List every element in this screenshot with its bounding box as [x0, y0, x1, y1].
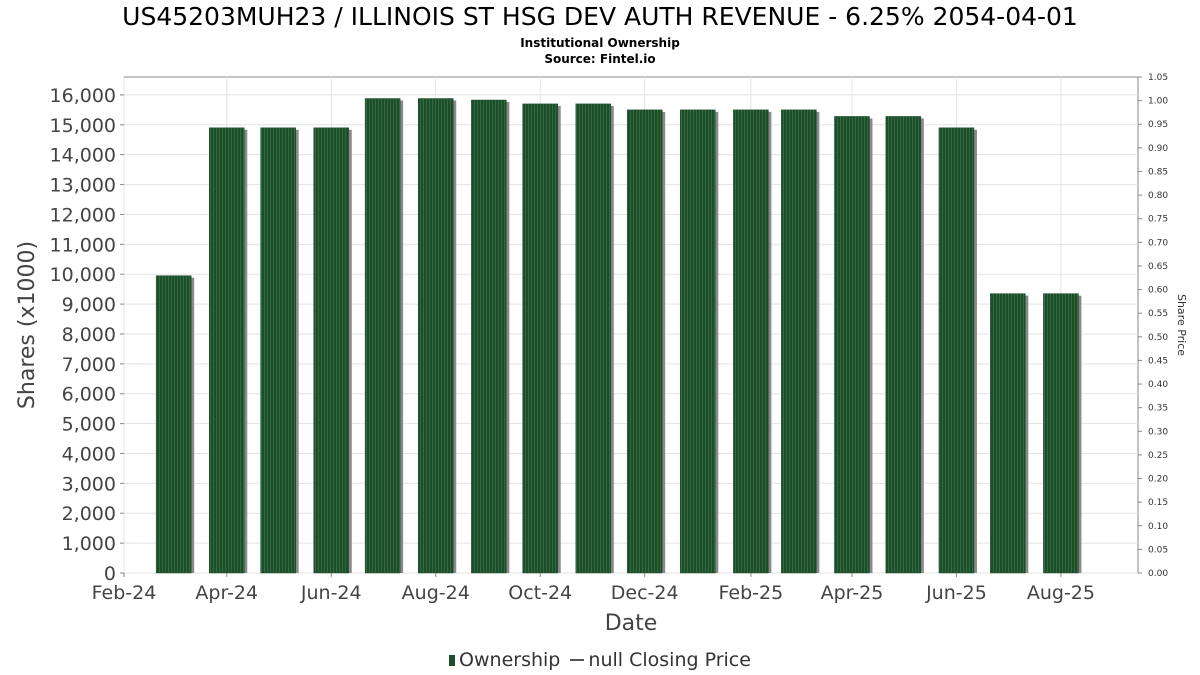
ownership-bar — [260, 127, 296, 574]
y2-tick-label: 0.95 — [1148, 120, 1168, 130]
y-tick-label: 4,000 — [62, 443, 116, 465]
x-tick-label: Feb-24 — [92, 582, 157, 604]
ownership-swatch-icon — [449, 654, 456, 666]
x-axis-title: Date — [605, 611, 658, 636]
y2-tick-label: 0.75 — [1148, 215, 1168, 225]
y2-tick-label: 0.15 — [1148, 498, 1168, 508]
legend: Ownership null Closing Price — [0, 648, 1200, 671]
y2-tick-label: 1.05 — [1148, 73, 1168, 83]
legend-label-ownership: Ownership — [459, 648, 561, 671]
y-tick-label: 0 — [104, 563, 116, 585]
price-line-swatch-icon — [570, 659, 585, 661]
y-tick-label: 5,000 — [62, 414, 116, 436]
legend-item-price: null Closing Price — [566, 649, 751, 671]
ownership-bar — [417, 98, 454, 574]
legend-label-price: null Closing Price — [588, 648, 751, 671]
ownership-bar — [626, 109, 663, 574]
y-tick-label: 7,000 — [62, 354, 116, 376]
y2-tick-label: 0.50 — [1148, 333, 1168, 343]
x-tick-label: Apr-25 — [821, 582, 884, 604]
ownership-bar — [155, 275, 192, 574]
ownership-bar — [990, 293, 1026, 574]
ownership-bar — [885, 116, 922, 574]
x-tick-label: Feb-25 — [719, 582, 784, 604]
y-axis-left: 0 1,000 2,000 3,000 4,000 5,000 6,000 7,000 8,00… — [50, 85, 124, 585]
y2-tick-label: 0.05 — [1148, 545, 1168, 555]
x-tick-label: Oct-24 — [508, 582, 572, 604]
y-tick-label: 6,000 — [62, 384, 116, 406]
y-tick-label: 16,000 — [50, 85, 116, 107]
y2-tick-label: 1.00 — [1148, 97, 1168, 107]
y-axis-title: Shares (x1000) — [15, 241, 40, 409]
ownership-bar — [209, 127, 245, 574]
y2-tick-label: 0.35 — [1148, 404, 1168, 414]
ownership-bar — [781, 109, 817, 574]
chart-title: US45203MUH23 / ILLINOIS ST HSG DEV AUTH … — [122, 2, 1078, 31]
y2-axis-title: Share Price — [1175, 294, 1188, 356]
y-tick-label: 15,000 — [50, 115, 116, 137]
bar-series-ownership — [155, 98, 1082, 574]
y2-tick-label: 0.55 — [1148, 309, 1168, 319]
y-tick-label: 11,000 — [50, 234, 116, 256]
y2-tick-label: 0.00 — [1148, 569, 1168, 579]
ownership-bar — [471, 99, 507, 574]
ownership-bar — [313, 127, 350, 574]
y2-tick-label: 0.85 — [1148, 167, 1168, 177]
ownership-bar — [938, 127, 975, 574]
y2-tick-label: 0.25 — [1148, 451, 1168, 461]
y2-tick-label: 0.90 — [1148, 144, 1168, 154]
chart-subtitle: Institutional Ownership — [520, 36, 680, 50]
x-tick-label: Aug-24 — [402, 582, 470, 604]
y2-tick-label: 0.70 — [1148, 238, 1168, 248]
y-tick-label: 13,000 — [50, 175, 116, 197]
y2-tick-label: 0.40 — [1148, 380, 1168, 390]
x-tick-label: Dec-24 — [611, 582, 679, 604]
chart-source: Source: Fintel.io — [544, 52, 656, 66]
y2-tick-label: 0.45 — [1148, 356, 1168, 366]
ownership-bar — [522, 103, 558, 574]
ownership-bar — [680, 109, 716, 574]
y-tick-label: 2,000 — [62, 503, 116, 525]
x-tick-label: Aug-25 — [1027, 582, 1095, 604]
x-tick-label: Jun-25 — [925, 582, 987, 604]
y-tick-label: 9,000 — [62, 294, 116, 316]
x-axis: Feb-24 Apr-24 Jun-24 Aug-24 Oct-24 Dec-24 Feb-… — [92, 573, 1095, 604]
y2-tick-label: 0.20 — [1148, 475, 1168, 485]
y-tick-label: 8,000 — [62, 324, 116, 346]
y2-tick-label: 0.80 — [1148, 191, 1168, 201]
y-axis-right: 0.00 0.05 0.10 0.15 0.20 0.25 0.30 0.35 0.40 0.45… — [1138, 73, 1168, 579]
x-tick-label: Apr-24 — [195, 582, 258, 604]
ownership-bar — [575, 103, 612, 574]
ownership-bar — [834, 116, 870, 574]
legend-item-ownership: Ownership — [449, 649, 560, 671]
ownership-bar — [1043, 293, 1079, 574]
y2-tick-label: 0.65 — [1148, 262, 1168, 272]
y-tick-label: 3,000 — [62, 473, 116, 495]
ownership-bar — [733, 109, 769, 574]
ownership-bar — [364, 98, 401, 574]
x-tick-label: Jun-24 — [300, 582, 362, 604]
y2-tick-label: 0.10 — [1148, 522, 1168, 532]
y-tick-label: 10,000 — [50, 264, 116, 286]
y-tick-label: 14,000 — [50, 145, 116, 167]
y2-tick-label: 0.30 — [1148, 427, 1168, 437]
y-tick-label: 12,000 — [50, 204, 116, 226]
y2-tick-label: 0.60 — [1148, 286, 1168, 296]
y-tick-label: 1,000 — [62, 533, 116, 555]
